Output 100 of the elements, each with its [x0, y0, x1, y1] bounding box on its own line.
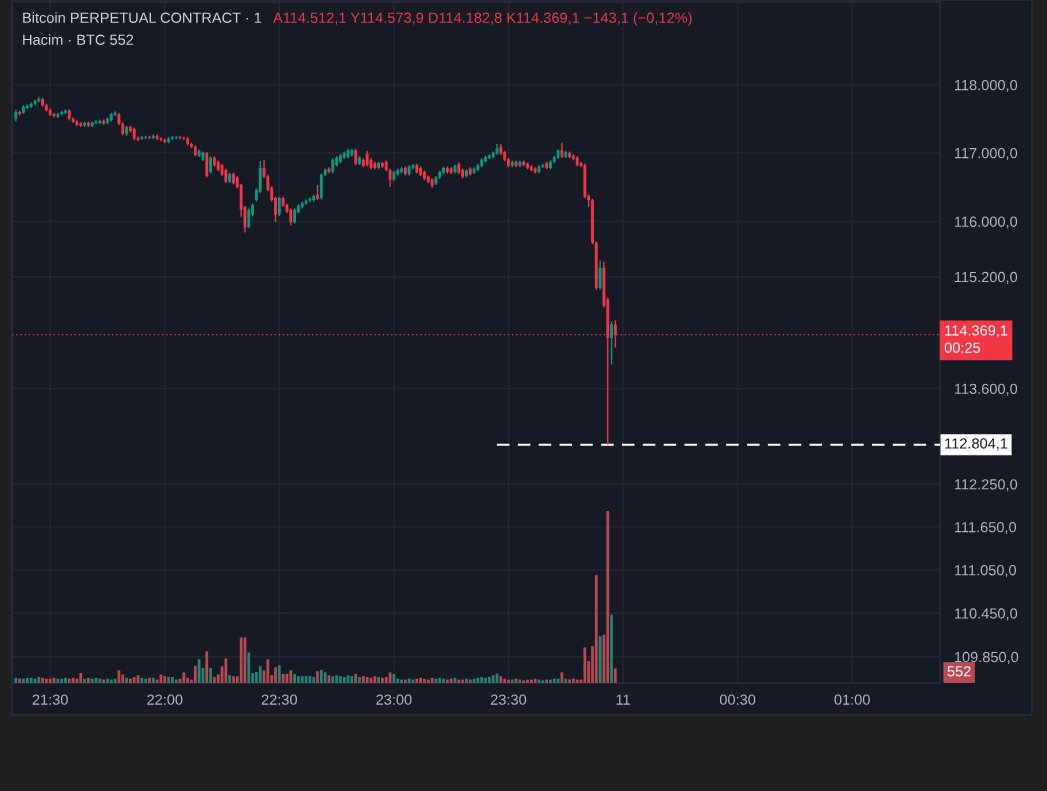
bar: [67, 678, 71, 683]
bar: [342, 676, 346, 683]
x-tick-label: 22:00: [147, 694, 183, 705]
bar: [90, 678, 94, 683]
bar: [487, 676, 491, 683]
bar: [606, 511, 610, 683]
candlestick: [316, 184, 319, 201]
bar: [148, 677, 151, 683]
candlestick: [400, 166, 403, 175]
bar: [277, 665, 281, 683]
candlestick: [381, 161, 384, 169]
bar: [18, 678, 22, 683]
bar: [583, 647, 587, 683]
bar: [140, 677, 144, 683]
y-tick-label: 110.450,0: [955, 608, 1018, 621]
x-tick-label: 22:30: [261, 694, 297, 705]
bar: [209, 668, 212, 683]
bar: [316, 671, 319, 683]
bar: [572, 678, 575, 683]
bar: [45, 678, 48, 683]
bar: [510, 679, 514, 683]
bar: [132, 676, 136, 683]
bar: [499, 676, 503, 683]
bar: [41, 677, 44, 683]
candlestick: [484, 154, 487, 164]
candlestick: [83, 120, 86, 128]
y-tick-label: 112.250,0: [955, 479, 1018, 492]
bar: [274, 667, 277, 683]
bar: [121, 674, 125, 683]
x-tick-label: 00:30: [719, 694, 756, 705]
bar: [174, 679, 178, 683]
bar: [335, 675, 338, 683]
candlestick: [247, 207, 251, 230]
bar: [87, 677, 90, 683]
bar: [258, 666, 262, 683]
y-tick-label: 115.200,0: [955, 271, 1018, 284]
bar: [541, 680, 545, 683]
candlestick: [568, 150, 571, 160]
bar: [533, 678, 537, 683]
candlestick: [465, 168, 468, 179]
bar: [297, 676, 300, 683]
y-tick-label: 111.050,0: [955, 565, 1017, 578]
bar: [48, 678, 52, 683]
bar: [594, 574, 598, 683]
bar: [549, 679, 552, 683]
bar: [129, 678, 132, 683]
bar: [300, 676, 304, 683]
candlestick: [423, 169, 426, 181]
candlestick: [277, 196, 281, 217]
candlestick: [41, 97, 44, 108]
bar: [614, 668, 617, 683]
candlestick: [507, 156, 510, 168]
bar: [468, 679, 472, 683]
bar: [125, 677, 128, 683]
bar: [228, 675, 232, 683]
candlestick: [591, 198, 594, 245]
bar: [83, 678, 86, 683]
bar: [197, 659, 201, 683]
candlestick: [106, 116, 109, 125]
candlestick: [167, 136, 171, 145]
bar: [365, 676, 369, 683]
candlestick: [232, 172, 235, 186]
bar: [25, 677, 29, 683]
bar: [400, 679, 403, 683]
bar: [564, 678, 568, 683]
bar: [377, 676, 380, 683]
bar: [151, 677, 155, 683]
bar: [247, 652, 251, 683]
bar: [503, 678, 507, 683]
bar: [319, 669, 323, 683]
bar: [381, 677, 384, 683]
candlestick: [125, 124, 128, 137]
bar: [491, 675, 495, 683]
bar: [419, 677, 422, 683]
bar: [289, 670, 293, 683]
bar: [575, 679, 579, 683]
bar: [193, 665, 197, 683]
bar: [331, 676, 335, 683]
bar: [232, 676, 235, 683]
candlestick: [442, 165, 445, 175]
x-tick-label: 23:00: [376, 694, 412, 705]
candlestick: [610, 320, 613, 366]
text: 552: [947, 666, 971, 677]
bar: [312, 676, 316, 683]
bar: [461, 679, 465, 683]
bar: [56, 678, 60, 683]
bar: [384, 676, 388, 683]
x-tick-label: 11: [616, 694, 630, 705]
bar: [457, 679, 461, 683]
bar: [213, 676, 216, 683]
candlestick: [526, 161, 529, 170]
bar: [438, 677, 442, 683]
bar: [171, 676, 174, 683]
candlestick: [209, 155, 213, 175]
bar: [239, 637, 243, 683]
bar: [358, 676, 361, 683]
ref-line-label: 114.369,1 00:25: [944, 325, 1008, 353]
candlestick: [339, 153, 342, 164]
bar: [354, 673, 358, 683]
bar: [144, 678, 148, 683]
